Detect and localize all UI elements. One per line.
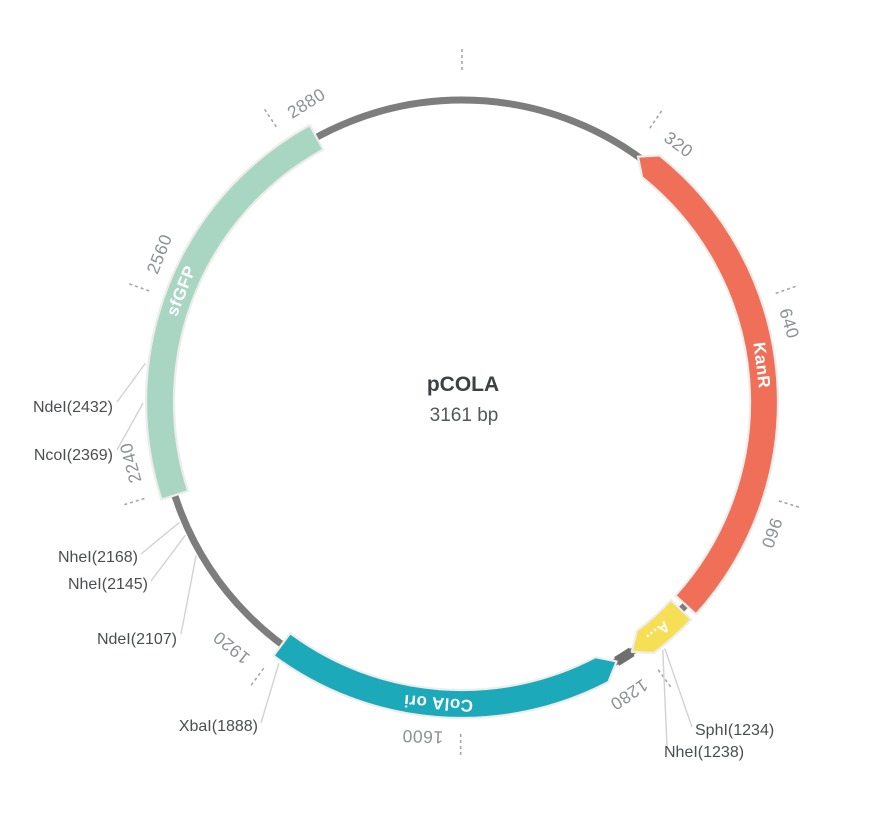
tick-label-640: 640 [775,306,803,341]
site-label-ndei-2107[interactable]: NdeI(2107) [97,631,177,648]
tick-label-2560: 2560 [142,231,176,276]
tick-dash-320 [649,109,663,129]
site-label-nhei-2145[interactable]: NheI(2145) [68,576,148,593]
site-leader-xbai-1888 [260,662,280,724]
tick-label-1280: 1280 [607,675,652,715]
site-label-nhei-1238[interactable]: NheI(1238) [664,744,744,761]
feature-kanr-arrow[interactable] [636,154,780,616]
plasmid-size: 3161 bp [430,405,499,426]
tick-dash-2240 [123,497,145,506]
tick-label-1920: 1920 [209,627,253,668]
site-leader-nhei-1238 [662,649,668,747]
features: KanR A... ColA ori sfGFP [144,124,780,720]
site-label-ncoi-2369[interactable]: NcoI(2369) [34,447,113,464]
site-leader-nhei-2145 [150,534,186,582]
tick-dash-2880 [263,108,277,128]
plasmid-name: pCOLA [427,373,499,396]
site-label-sphi-1234[interactable]: SphI(1234) [695,722,774,739]
tick-dash-1920 [249,667,265,687]
site-label-xbai-1888[interactable]: XbaI(1888) [179,718,258,735]
feature-cola-ori-arrow[interactable] [272,632,618,720]
tick-label-960: 960 [758,515,787,551]
tick-dash-2560 [128,282,150,292]
tick-dash-960 [778,500,801,509]
feature-sfgfp-arc[interactable] [144,124,325,501]
site-leader-ndei-2432 [116,362,146,403]
tick-label-320: 320 [660,127,697,161]
feature-a-arrow[interactable] [630,599,693,655]
site-leader-nhei-2168 [140,521,180,555]
site-label-ndei-2432[interactable]: NdeI(2432) [33,399,113,416]
backbone-segment [614,647,635,666]
site-leader-ndei-2107 [180,555,197,635]
tick-label-1600: 1600 [402,726,444,748]
tick-label-2880: 2880 [284,84,329,123]
tick-dash-1280 [657,669,672,689]
site-label-nhei-2168[interactable]: NheI(2168) [58,549,138,566]
tick-label-2240: 2240 [116,441,146,486]
site-leader-ncoi-2369 [116,402,144,451]
site-leader-sphi-1234 [664,648,693,728]
plasmid-title-group: pCOLA 3161 bp [427,373,499,426]
tick-dash-640 [775,285,797,295]
tick-marks: 320 640 960 1280 1600 1920 2240 2560 288… [116,48,803,757]
restriction-sites: SphI(1234) NheI(1238) XbaI(1888) NdeI(21… [33,362,774,761]
